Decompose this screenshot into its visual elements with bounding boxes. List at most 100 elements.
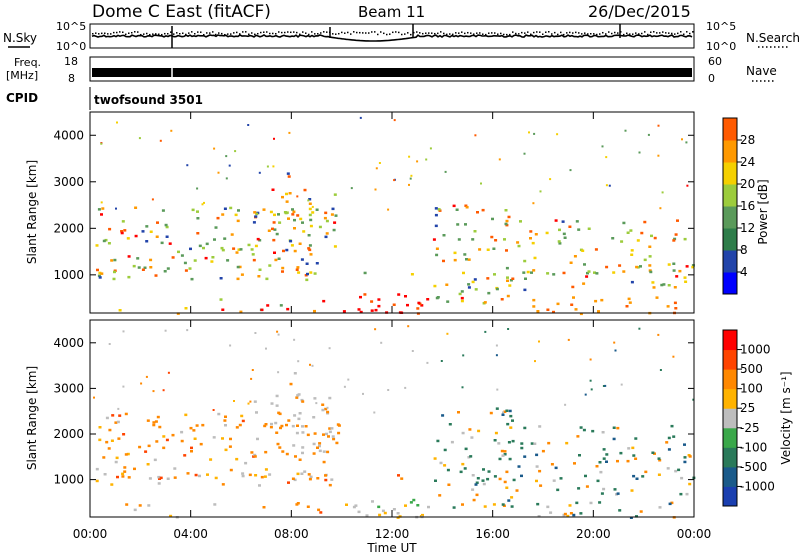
echo-cell bbox=[411, 350, 414, 352]
echo-cell bbox=[220, 246, 224, 250]
echo-cell bbox=[127, 476, 131, 479]
echo-cell bbox=[559, 477, 563, 480]
echo-cell bbox=[630, 280, 634, 284]
echo-cell bbox=[486, 477, 490, 481]
echo-cell bbox=[523, 455, 527, 458]
yaxis-tick-label: 4000 bbox=[53, 336, 84, 350]
noise-search-point bbox=[626, 32, 628, 35]
echo-cell bbox=[145, 240, 149, 243]
echo-cell bbox=[467, 456, 471, 459]
cpid-label: CPID bbox=[6, 91, 38, 105]
echo-cell bbox=[541, 449, 545, 453]
noise-search-point bbox=[158, 33, 160, 35]
echo-cell bbox=[332, 228, 336, 232]
echo-cell bbox=[318, 442, 322, 445]
echo-cell bbox=[566, 514, 570, 518]
echo-cell bbox=[328, 427, 332, 430]
echo-cell bbox=[318, 444, 321, 448]
echo-cell bbox=[145, 375, 148, 378]
echo-cell bbox=[238, 265, 242, 269]
echo-cell bbox=[164, 329, 167, 332]
echo-cell bbox=[225, 177, 228, 180]
echo-cell bbox=[509, 414, 513, 418]
echo-cell bbox=[662, 283, 666, 286]
velocity-colorbar-label: Velocity [m s⁻¹] bbox=[779, 371, 793, 464]
echo-cell bbox=[303, 188, 307, 192]
noise-search-point bbox=[371, 31, 373, 33]
noise-search-point bbox=[281, 31, 283, 34]
colorbar-segment bbox=[723, 349, 737, 370]
echo-cell bbox=[359, 116, 362, 119]
echo-cell bbox=[239, 248, 243, 251]
echo-cell bbox=[630, 489, 634, 492]
echo-cell bbox=[311, 205, 314, 208]
noise-search-point bbox=[146, 32, 148, 35]
noise-search-point bbox=[497, 33, 499, 35]
yaxis-tick-label: 1000 bbox=[53, 473, 84, 487]
echo-cell bbox=[221, 437, 224, 440]
echo-cell bbox=[658, 459, 662, 462]
freq-trace bbox=[92, 68, 692, 77]
echo-cell bbox=[457, 411, 460, 414]
echo-cell bbox=[461, 503, 464, 506]
echo-cell bbox=[264, 468, 268, 471]
echo-cell bbox=[291, 208, 294, 211]
echo-cell bbox=[365, 514, 369, 517]
echo-cell bbox=[510, 496, 514, 499]
noise-search-point bbox=[380, 31, 382, 33]
echo-cell bbox=[287, 217, 290, 220]
echo-cell bbox=[285, 200, 289, 203]
xaxis-label: Time UT bbox=[366, 541, 417, 554]
echo-cell bbox=[309, 271, 313, 274]
noise-search-point bbox=[689, 32, 691, 35]
echo-cell bbox=[467, 286, 471, 289]
echo-cell bbox=[266, 165, 269, 168]
echo-cell bbox=[212, 409, 215, 411]
echo-cell bbox=[627, 447, 631, 450]
echo-cell bbox=[223, 207, 227, 210]
colorbar-frame bbox=[722, 329, 738, 507]
echo-cell bbox=[665, 441, 669, 444]
noise-search-point bbox=[650, 31, 652, 33]
echo-cell bbox=[280, 424, 284, 428]
echo-cell bbox=[582, 282, 586, 285]
colorbar-tick-label: 100 bbox=[740, 382, 763, 396]
echo-cell bbox=[586, 271, 589, 275]
noise-search-point bbox=[536, 31, 538, 33]
plot-title: Dome C East (fitACF) bbox=[92, 2, 271, 22]
colorbar-tick-label: -100 bbox=[740, 440, 767, 454]
echo-cell bbox=[330, 213, 334, 216]
echo-cell bbox=[241, 474, 245, 478]
echo-cell bbox=[604, 384, 607, 387]
noise-search-point bbox=[587, 33, 589, 35]
echo-cell bbox=[286, 307, 290, 311]
echo-cell bbox=[557, 240, 561, 243]
noise-search-point bbox=[506, 33, 508, 36]
colorbar-tick-label: 12 bbox=[740, 221, 755, 235]
echo-cell bbox=[632, 454, 636, 457]
echo-cell bbox=[659, 369, 662, 371]
echo-cell bbox=[213, 147, 216, 150]
echo-cell bbox=[116, 475, 119, 479]
noise-search-point bbox=[185, 33, 187, 36]
echo-cell bbox=[124, 453, 128, 456]
xaxis-tick-label: 00:00 bbox=[677, 527, 712, 541]
noise-search-point bbox=[248, 33, 250, 36]
echo-cell bbox=[426, 298, 430, 301]
echo-cell bbox=[157, 475, 161, 479]
echo-cell bbox=[98, 276, 102, 279]
echo-cell bbox=[545, 231, 549, 235]
power-ylabel: Slant Range [km] bbox=[25, 160, 39, 264]
velocity-frame bbox=[89, 319, 695, 518]
echo-cell bbox=[195, 424, 199, 427]
echo-cell bbox=[387, 208, 390, 211]
echo-cell bbox=[196, 232, 200, 235]
echo-cell bbox=[324, 474, 327, 477]
echo-cell bbox=[127, 255, 131, 258]
echo-cell bbox=[434, 479, 437, 482]
echo-cell bbox=[536, 502, 540, 506]
echo-cell bbox=[611, 237, 615, 240]
echo-cell bbox=[416, 160, 419, 163]
echo-cell bbox=[436, 439, 440, 443]
